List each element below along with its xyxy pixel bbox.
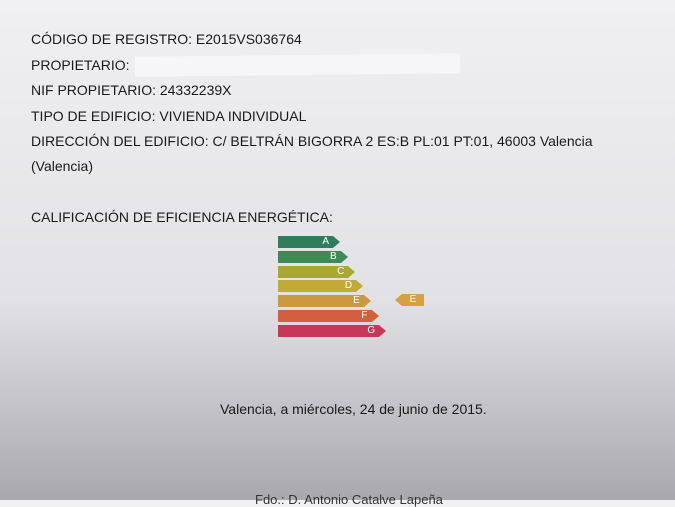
owner-label: PROPIETARIO: <box>31 57 130 73</box>
rating-title: CALIFICACIÓN DE EFICIENCIA ENERGÉTICA: <box>31 209 333 225</box>
building-type: TIPO DE EDIFICIO: VIVIENDA INDIVIDUAL <box>31 108 307 124</box>
energy-class-g: G <box>278 324 387 337</box>
rating-indicator: E <box>395 294 424 306</box>
energy-class-f: F <box>278 310 378 322</box>
energy-class-d: D <box>278 280 364 293</box>
energy-class-a: A <box>278 236 340 248</box>
energy-class-label: F <box>361 310 368 321</box>
rating-value: E <box>409 294 417 305</box>
date-line: Valencia, a miércoles, 24 de junio de 20… <box>220 401 487 417</box>
energy-class-e: E <box>278 295 371 308</box>
energy-class-label: B <box>330 250 337 262</box>
energy-class-label: A <box>322 236 329 247</box>
building-address-cont: (Valencia) <box>31 158 93 174</box>
energy-class-label: D <box>344 280 353 292</box>
energy-class-c: C <box>278 265 356 278</box>
energy-class-label: E <box>353 295 360 307</box>
owner-nif: NIF PROPIETARIO: 24332239X <box>31 82 232 98</box>
building-address: DIRECCIÓN DEL EDIFICIO: C/ BELTRÁN BIGOR… <box>31 133 593 149</box>
energy-class-label: C <box>337 265 345 277</box>
redaction-mark <box>134 53 461 77</box>
registration-code: CÓDIGO DE REGISTRO: E2015VS036764 <box>31 31 302 47</box>
energy-class-b: B <box>278 250 348 263</box>
energy-class-label: G <box>367 324 376 336</box>
